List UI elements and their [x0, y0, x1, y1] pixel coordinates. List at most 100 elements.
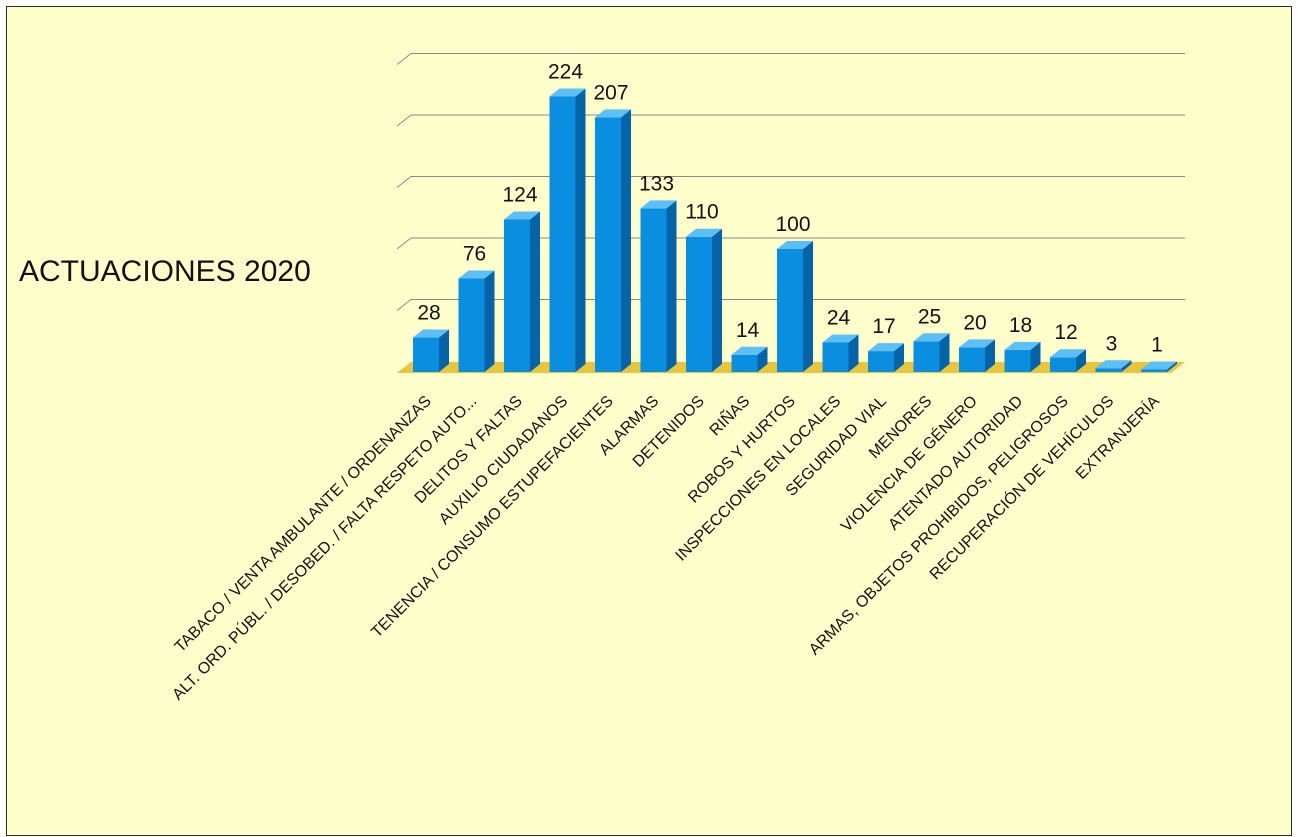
- bar-3: [504, 211, 540, 372]
- bar-front: [913, 341, 940, 372]
- bar-front: [595, 117, 621, 372]
- bar-front: [822, 342, 849, 372]
- bar-side: [712, 228, 722, 372]
- bar-front: [413, 337, 439, 372]
- bar-front: [504, 219, 530, 372]
- gridline-150: [396, 176, 1185, 188]
- bar-front: [1004, 349, 1031, 372]
- category-label-10: INSPECCIONES EN LOCALES: [673, 393, 845, 565]
- value-label-12: 25: [918, 305, 941, 328]
- value-label-14: 18: [1009, 314, 1032, 337]
- bar-side: [621, 109, 631, 372]
- bar-top: [640, 200, 677, 209]
- bar-front: [549, 96, 576, 372]
- chart-frame: 28 76 124 224 207 133 110 14 100 24 17 25 20 18 12 3 1 T…: [6, 6, 1292, 836]
- bar-front: [959, 347, 985, 372]
- bar-14: [1004, 341, 1041, 372]
- bar-side: [1030, 341, 1041, 372]
- bar-side: [985, 339, 995, 372]
- category-label-2: ALT. ORD. PÚBL. / DESOBED. / FALTA RESPE…: [168, 391, 480, 703]
- bar-side: [939, 333, 950, 372]
- value-label-17: 1: [1151, 334, 1163, 357]
- bar-front: [458, 278, 485, 372]
- value-label-1: 28: [417, 302, 440, 325]
- value-label-4: 224: [548, 60, 583, 83]
- chart-title: ACTUACIONES 2020: [19, 255, 311, 288]
- bar-top: [1050, 349, 1086, 358]
- bar-top: [868, 343, 904, 352]
- bar-side: [575, 88, 586, 372]
- bar-7: [686, 228, 722, 372]
- bar-5: [595, 109, 631, 372]
- bar-17: [1141, 361, 1177, 372]
- bar-side: [757, 346, 768, 372]
- bar-front: [1141, 369, 1167, 372]
- bar-2: [458, 270, 495, 372]
- bar-chart: 28 76 124 224 207 133 110 14 100 24 17 25 20 18 12 3 1 T…: [19, 53, 1185, 704]
- bar-11: [868, 343, 904, 372]
- bar-12: [913, 333, 950, 372]
- bar-side: [1121, 360, 1132, 372]
- bar-13: [959, 339, 995, 372]
- bar-top: [822, 334, 859, 343]
- value-label-9: 100: [775, 213, 810, 236]
- value-label-6: 133: [639, 172, 674, 195]
- bar-side: [484, 270, 495, 372]
- bar-front: [777, 249, 803, 372]
- gridline-200: [396, 114, 1185, 127]
- value-label-7: 110: [685, 201, 718, 224]
- bar-side: [894, 343, 904, 372]
- bar-top: [1004, 341, 1041, 350]
- bar-top: [731, 346, 768, 355]
- gridline-100: [396, 237, 1185, 250]
- gridlines: [396, 53, 1185, 311]
- bar-top: [777, 241, 813, 249]
- gridline-50: [396, 299, 1185, 311]
- bar-side: [848, 334, 859, 372]
- value-label-16: 3: [1106, 332, 1118, 355]
- bar-side: [803, 241, 813, 372]
- bar-top: [595, 109, 631, 118]
- bar-side: [530, 211, 540, 372]
- bar-side: [1167, 361, 1177, 372]
- bar-side: [439, 329, 449, 372]
- bar-16: [1095, 360, 1132, 372]
- bar-top: [458, 270, 495, 279]
- bar-front: [1050, 357, 1076, 372]
- value-label-13: 20: [963, 311, 986, 334]
- bar-top: [959, 339, 995, 348]
- bar-15: [1050, 349, 1086, 372]
- bar-top: [413, 329, 449, 338]
- bar-top: [549, 88, 586, 97]
- bar-8: [731, 346, 768, 372]
- gridline-250: [396, 53, 1185, 65]
- bar-top: [504, 211, 540, 220]
- bar-side: [666, 200, 677, 372]
- value-label-11: 17: [872, 315, 895, 338]
- category-label-8: RIÑAS: [705, 391, 754, 440]
- bar-6: [640, 200, 677, 372]
- bar-4: [549, 88, 586, 372]
- bar-top: [913, 333, 950, 342]
- value-label-3: 124: [502, 183, 537, 206]
- bar-front: [640, 208, 667, 372]
- bar-top: [1141, 361, 1177, 370]
- category-labels: TABACO / VENTA AMBULANTE / ORDENANZASALT…: [168, 391, 1163, 704]
- bar-top: [1095, 360, 1132, 369]
- bar-side: [1076, 349, 1086, 372]
- value-label-15: 12: [1054, 321, 1077, 344]
- bar-1: [413, 329, 449, 372]
- value-label-8: 14: [736, 319, 760, 342]
- bar-front: [868, 351, 894, 372]
- bar-top: [686, 228, 722, 237]
- bar-9: [777, 241, 813, 372]
- value-label-5: 207: [593, 81, 628, 104]
- bar-front: [731, 354, 758, 372]
- value-label-2: 76: [463, 243, 486, 266]
- value-labels: 28 76 124 224 207 133 110 14 100 24 17 25 20 18 12 3 1: [417, 60, 1163, 356]
- bar-front: [1095, 368, 1122, 372]
- value-label-10: 24: [827, 306, 851, 329]
- bar-front: [686, 236, 712, 372]
- bar-10: [822, 334, 859, 372]
- bars: [413, 88, 1177, 372]
